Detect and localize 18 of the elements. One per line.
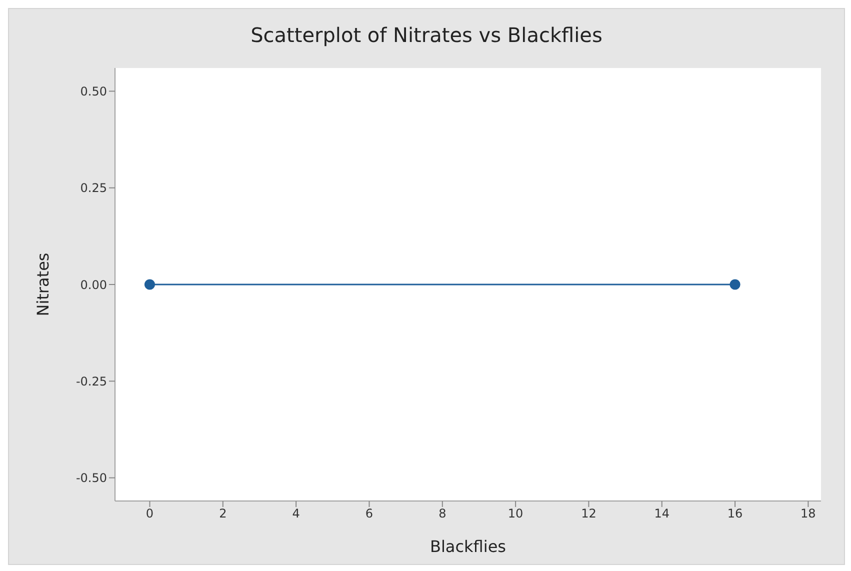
- x-tick-label: 18: [800, 506, 816, 521]
- y-axis-title: Nitrates: [34, 252, 53, 316]
- chart-title: Scatterplot of Nitrates vs Blackflies: [250, 23, 604, 47]
- x-tick-label: 14: [654, 506, 670, 521]
- x-tick-label: 16: [727, 506, 743, 521]
- y-tick-label: 0.50: [80, 84, 107, 98]
- x-tick-label: 6: [365, 506, 374, 521]
- x-tick-label: 2: [219, 506, 227, 521]
- x-tick-label: 10: [508, 506, 524, 521]
- x-tick-label: 4: [292, 506, 300, 521]
- x-tick-label: 12: [581, 506, 596, 521]
- y-tick-label: -0.25: [76, 374, 107, 388]
- x-axis-title: Blackflies: [430, 537, 506, 556]
- x-tick-label: 8: [438, 506, 446, 521]
- y-tick-label: 0.00: [80, 278, 107, 292]
- x-tick-label: 0: [146, 506, 154, 521]
- y-tick-label: 0.25: [80, 181, 107, 196]
- y-tick-label: -0.50: [76, 471, 107, 486]
